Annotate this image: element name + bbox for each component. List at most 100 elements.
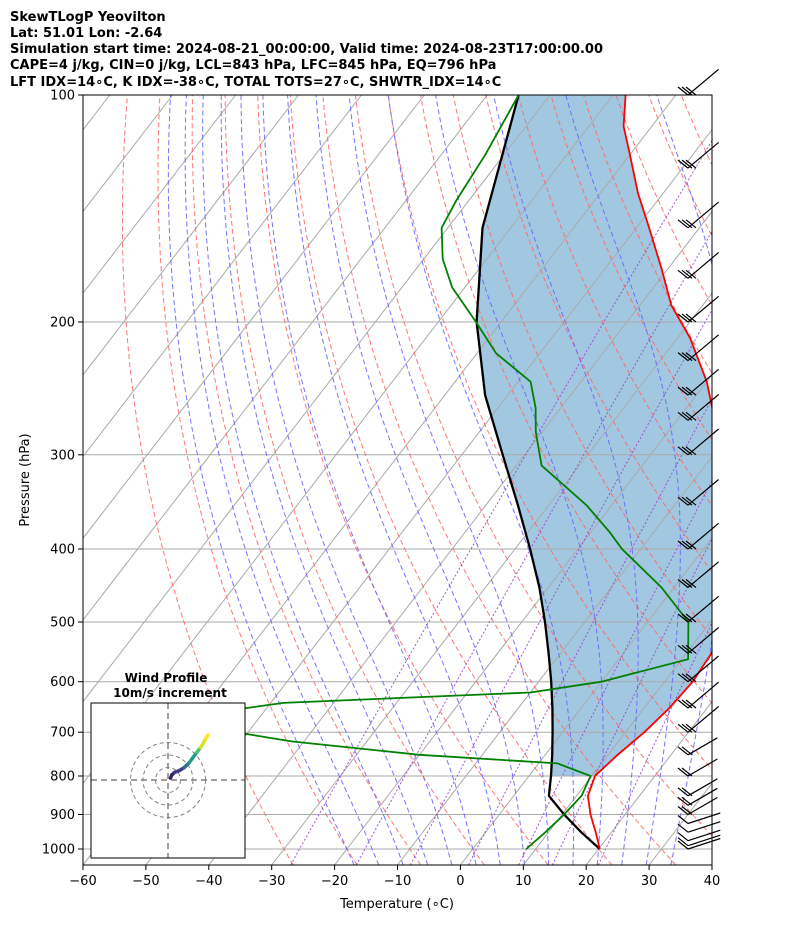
y-tick-label: 700 <box>50 726 75 741</box>
wind-barb-shaft <box>687 627 719 654</box>
wind-barb-feather <box>685 386 697 396</box>
wind-barb-feather <box>685 352 697 362</box>
hodograph-inset: Wind Profile 10m/s increment <box>90 671 246 859</box>
wind-barb-feather <box>677 767 689 777</box>
moist-adiabat-line <box>493 95 639 865</box>
wind-barb-feather <box>685 411 697 421</box>
wind-barb-feather <box>677 644 689 654</box>
hodograph-subtitle: 10m/s increment <box>113 686 227 700</box>
x-tick-label: −20 <box>321 874 348 889</box>
wind-barb-feather <box>681 787 693 797</box>
mixing-ratio-line <box>355 230 712 865</box>
wind-barb-feather <box>677 815 689 824</box>
title-stability-indices: LFT IDX=14∘C, K IDX=-38∘C, TOTAL TOTS=27… <box>10 75 501 90</box>
hodograph-plot <box>91 703 245 858</box>
title-station: SkewTLogP Yeovilton <box>10 10 166 25</box>
wind-barb-feather <box>677 806 689 815</box>
wind-barb-feather <box>681 446 693 456</box>
wind-barb <box>677 821 721 833</box>
y-tick-label: 200 <box>50 316 75 331</box>
wind-barb-feather <box>677 219 689 229</box>
moist-adiabat-line <box>167 95 355 865</box>
wind-barb-feather <box>685 613 697 623</box>
wind-barb-feather <box>685 219 697 229</box>
wind-barb-feather <box>685 579 697 588</box>
title-location: Lat: 51.01 Lon: -2.64 <box>10 26 162 41</box>
isotherm-gridline <box>585 700 712 865</box>
wind-barb <box>677 334 719 362</box>
wind-barb-feather <box>681 313 693 323</box>
wind-barb-feather <box>685 446 697 456</box>
cape-fill-layer <box>476 95 712 776</box>
wind-barb <box>677 834 721 847</box>
wind-barb-feather <box>677 313 689 323</box>
moist-adiabat-line <box>348 95 550 865</box>
isotherm-gridline <box>83 95 488 621</box>
wind-barb-feather <box>681 806 693 815</box>
hodograph-trace-segment <box>203 733 210 741</box>
wind-barb <box>677 561 719 588</box>
y-axis-label: Pressure (hPa) <box>18 433 33 526</box>
isotherm-gridline <box>271 292 712 865</box>
wind-barb-shaft <box>687 821 721 833</box>
wind-barb-shaft <box>687 201 719 229</box>
wind-barb-shaft <box>687 561 719 588</box>
moist-adiabat-line <box>435 95 604 865</box>
y-tick-label: 300 <box>50 448 75 463</box>
title-cape-indices: CAPE=4 j/kg, CIN=0 j/kg, LCL=843 hPa, LF… <box>10 58 496 73</box>
x-tick-label: 10 <box>515 874 532 889</box>
wind-barb-feather <box>681 496 693 506</box>
wind-barb-feather <box>681 269 693 279</box>
profile-lines <box>142 95 712 850</box>
wind-barb <box>677 68 719 96</box>
y-tick-label: 900 <box>50 808 75 823</box>
wind-barb-feather <box>685 540 697 550</box>
isotherm-gridline <box>83 95 299 376</box>
wind-barb-shaft <box>687 834 721 847</box>
moist-adiabat-line <box>240 95 453 865</box>
wind-barb-feather <box>677 446 689 456</box>
isotherm-gridline <box>334 374 712 865</box>
wind-barb-feather <box>677 86 689 96</box>
hodograph-frame <box>90 702 246 859</box>
wind-barb <box>677 394 719 421</box>
temperature-profile-line <box>586 95 712 850</box>
wind-barb-feather <box>677 796 689 806</box>
wind-barb-feather <box>685 269 697 279</box>
isotherm-gridline <box>460 537 712 865</box>
wind-barb <box>677 479 719 506</box>
dry-adiabat-line <box>779 95 794 865</box>
parcel-path-line <box>475 95 601 850</box>
wind-barb <box>677 368 719 396</box>
wind-barb-feather <box>677 832 689 842</box>
dry-adiabat-line <box>746 95 794 865</box>
wind-barb-feather <box>685 159 697 169</box>
wind-barb-shaft <box>687 295 719 323</box>
title-times: Simulation start time: 2024-08-21_00:00:… <box>10 42 603 57</box>
dry-adiabat-line <box>289 95 613 865</box>
wind-barb <box>677 681 719 709</box>
y-tick-label: 400 <box>50 543 75 558</box>
y-tick-label: 800 <box>50 770 75 785</box>
wind-barb-feather <box>677 837 689 847</box>
moist-adiabat-line <box>220 95 429 865</box>
wind-barb-feather <box>681 411 693 421</box>
wind-barb <box>677 812 721 825</box>
wind-barb-feather <box>681 613 693 623</box>
wind-barb-feather <box>681 767 693 777</box>
wind-barb-feather <box>677 673 689 683</box>
wind-barb <box>677 706 719 733</box>
moist-adiabat-line <box>287 95 501 865</box>
wind-barb-feather <box>677 352 689 362</box>
isotherm-gridline <box>83 95 236 295</box>
wind-barb-feather <box>681 673 693 683</box>
wind-barb-shaft <box>687 334 719 362</box>
wind-barb-feather <box>681 796 693 806</box>
dry-adiabat-line <box>257 95 549 865</box>
wind-barb-feather <box>677 723 689 733</box>
dry-adiabat-line <box>452 95 712 639</box>
wind-barb-shaft <box>687 479 719 506</box>
wind-barb <box>677 295 719 323</box>
isotherm-gridline <box>83 95 551 703</box>
